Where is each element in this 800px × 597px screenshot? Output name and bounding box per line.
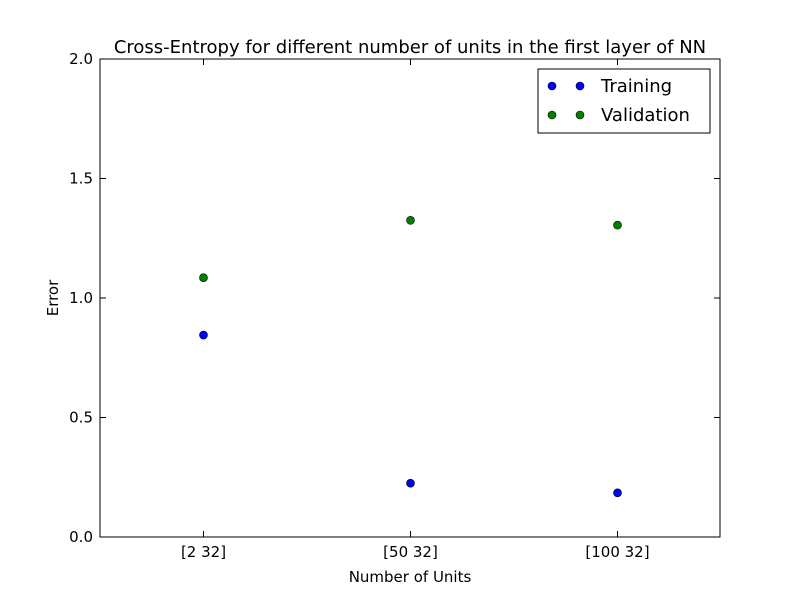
y-axis-label: Error (44, 279, 62, 316)
legend-marker-training (575, 81, 585, 91)
y-tick-label: 2.0 (69, 50, 93, 68)
training-point (406, 478, 415, 488)
validation-point (613, 220, 622, 230)
legend: Training Validation (537, 68, 711, 134)
x-tick-label: [2 32] (181, 543, 226, 561)
y-tick-label: 0.5 (69, 409, 93, 427)
data-points (199, 216, 622, 498)
validation-point (406, 216, 415, 225)
y-tick-label: 1.5 (69, 170, 93, 188)
legend-marker-validation (575, 110, 585, 120)
training-point (199, 330, 208, 340)
legend-label-training: Training (600, 76, 672, 97)
validation-point (199, 273, 208, 282)
legend-marker-validation (547, 110, 557, 120)
tick-labels: 0.0 0.5 1.0 1.5 2.0 [2 32] [50 32] [100 32] (69, 50, 649, 561)
x-tick-label: [100 32] (585, 543, 649, 561)
chart-title: Cross-Entropy for different number of un… (114, 37, 706, 58)
y-tick-label: 1.0 (69, 289, 93, 307)
training-point (613, 488, 622, 498)
y-tick-label: 0.0 (69, 528, 93, 546)
legend-label-validation: Validation (601, 105, 690, 126)
x-tick-label: [50 32] (383, 543, 438, 561)
legend-box (537, 68, 711, 134)
plot-frame (99, 58, 721, 538)
legend-marker-training (547, 81, 557, 91)
x-axis-label: Number of Units (349, 568, 472, 586)
